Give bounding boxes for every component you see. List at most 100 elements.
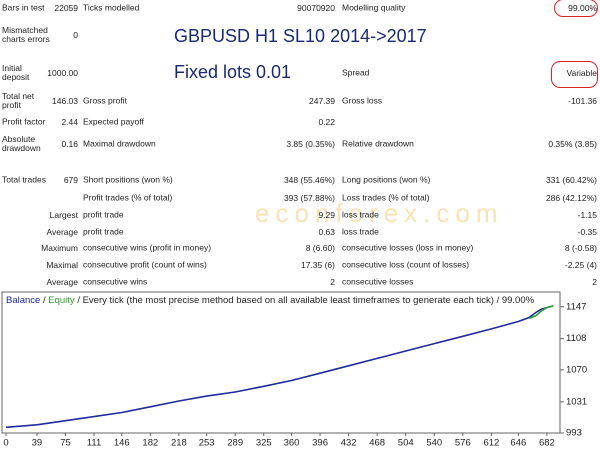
x-tick-label: 646 bbox=[510, 438, 526, 449]
cell-label: profit trade bbox=[83, 226, 124, 237]
cell-label: Modelling quality bbox=[342, 2, 406, 13]
x-tick-label: 540 bbox=[426, 438, 442, 449]
plot-frame bbox=[1, 291, 561, 434]
cell-value: Variable bbox=[566, 67, 597, 78]
x-tick-label: 325 bbox=[256, 438, 272, 449]
cell-value: 348 (55.46%) bbox=[283, 174, 335, 185]
cell-value: 17.35 (6) bbox=[300, 259, 335, 270]
cell-label: profit trade bbox=[83, 209, 124, 220]
cell-value: 8 (-0.58) bbox=[564, 242, 597, 253]
cell-value: 146.03 bbox=[52, 95, 78, 106]
report-subtitle: Fixed lots 0.01 bbox=[174, 62, 292, 82]
cell-label: Maximal bbox=[46, 259, 78, 270]
cell-value: 2 bbox=[330, 276, 335, 287]
cell-label: Average bbox=[46, 276, 78, 287]
watermark: econforex.com bbox=[255, 198, 504, 228]
cell-value: -1.15 bbox=[577, 209, 597, 220]
cell-value: 0 bbox=[73, 29, 78, 40]
x-tick-label: 468 bbox=[369, 438, 385, 449]
cell-value: 2.44 bbox=[61, 116, 78, 127]
x-tick-label: 289 bbox=[227, 438, 243, 449]
cell-value: 0.22 bbox=[318, 116, 335, 127]
x-tick-label: 432 bbox=[341, 438, 357, 449]
chart-header: Balance / Equity / Every tick (the most … bbox=[6, 295, 535, 306]
cell-label: consecutive losses bbox=[342, 276, 414, 287]
cell-value: 99.00% bbox=[568, 2, 597, 13]
cell-value: -101.36 bbox=[568, 95, 597, 106]
highlight-ring bbox=[551, 61, 598, 88]
x-tick-label: 612 bbox=[483, 438, 499, 449]
y-tick-label: 993 bbox=[566, 428, 582, 439]
cell-value: -2.25 (4) bbox=[564, 259, 597, 270]
cell-label: consecutive wins (profit in money) bbox=[83, 242, 212, 253]
cell-value: 0.16 bbox=[61, 138, 78, 149]
x-tick-label: 218 bbox=[171, 438, 187, 449]
highlight-ring bbox=[554, 0, 598, 17]
cell-value: 8 (6.60) bbox=[305, 242, 335, 253]
cell-label: consecutive wins bbox=[83, 276, 148, 287]
report-title: GBPUSD H1 SL10 2014->2017 bbox=[174, 26, 427, 46]
legend-balance: Balance bbox=[6, 295, 40, 306]
y-tick-label: 1147 bbox=[566, 301, 586, 312]
series-line bbox=[5, 305, 554, 429]
cell-label: Average bbox=[46, 226, 78, 237]
cell-label: Largest bbox=[49, 209, 78, 220]
cell-value: -0.35 bbox=[577, 226, 597, 237]
cell-label: Initial deposit bbox=[2, 63, 30, 82]
x-tick-label: 360 bbox=[284, 438, 300, 449]
y-tick-label: 1031 bbox=[566, 396, 587, 407]
x-tick-label: 0 bbox=[3, 438, 8, 449]
cell-value: 3.85 (0.35%) bbox=[286, 138, 335, 149]
cell-label: Profit trades (% of total) bbox=[83, 192, 173, 203]
cell-label: Gross loss bbox=[342, 95, 383, 106]
cell-label: Total trades bbox=[2, 174, 46, 185]
x-tick-label: 504 bbox=[398, 438, 414, 449]
cell-value: 331 (60.42%) bbox=[545, 174, 597, 185]
cell-value: 22059 bbox=[54, 2, 78, 13]
cell-value: 0.63 bbox=[318, 226, 335, 237]
cell-label: consecutive losses (loss in money) bbox=[342, 242, 474, 253]
cell-label: Expected payoff bbox=[83, 116, 144, 127]
cell-label: Spread bbox=[342, 67, 370, 78]
x-tick-label: 682 bbox=[539, 438, 555, 449]
x-tick-label: 253 bbox=[199, 438, 215, 449]
cell-value: 90070920 bbox=[297, 2, 335, 13]
cell-label: Ticks modelled bbox=[83, 2, 140, 13]
cell-label: Loss trades (% of total) bbox=[342, 192, 430, 203]
cell-value: 0.35% (3.85) bbox=[548, 138, 597, 149]
x-tick-label: 182 bbox=[142, 438, 158, 449]
cell-label: consecutive profit (count of wins) bbox=[83, 259, 207, 270]
cell-label: loss trade bbox=[342, 226, 379, 237]
cell-value: 2 bbox=[592, 276, 597, 287]
cell-label: Maximum bbox=[41, 242, 78, 253]
cell-label: Bars in test bbox=[2, 2, 45, 13]
chart-subtitle: / Every tick (the most precise method ba… bbox=[77, 295, 534, 306]
cell-value: 679 bbox=[63, 174, 78, 185]
x-tick-label: 111 bbox=[87, 438, 101, 449]
cell-label: Maximal drawdown bbox=[83, 138, 156, 149]
x-tick-label: 146 bbox=[114, 438, 130, 449]
cell-value: 286 (42.12%) bbox=[545, 192, 597, 203]
cell-label: Absolute drawdown bbox=[2, 134, 41, 153]
legend-separator: / bbox=[43, 295, 46, 306]
cell-label: Gross profit bbox=[83, 95, 127, 106]
cell-value: 247.39 bbox=[309, 95, 335, 106]
cell-value: 1000.00 bbox=[47, 67, 78, 78]
cell-label: Total net profit bbox=[2, 91, 35, 110]
cell-label: Short positions (won %) bbox=[83, 174, 173, 185]
x-tick-label: 75 bbox=[60, 438, 71, 449]
x-tick-label: 576 bbox=[455, 438, 471, 449]
x-tick-label: 39 bbox=[32, 438, 43, 449]
cell-label: loss trade bbox=[342, 209, 379, 220]
cell-value: 9.29 bbox=[318, 209, 335, 220]
cell-label: Relative drawdown bbox=[342, 138, 414, 149]
y-tick-label: 1108 bbox=[566, 333, 586, 344]
legend-equity: Equity bbox=[48, 295, 75, 306]
cell-label: Profit factor bbox=[2, 116, 46, 127]
series-line bbox=[529, 305, 554, 319]
x-tick-label: 396 bbox=[312, 438, 328, 449]
y-tick-label: 1070 bbox=[566, 364, 587, 375]
cell-label: Long positions (won %) bbox=[342, 174, 431, 185]
